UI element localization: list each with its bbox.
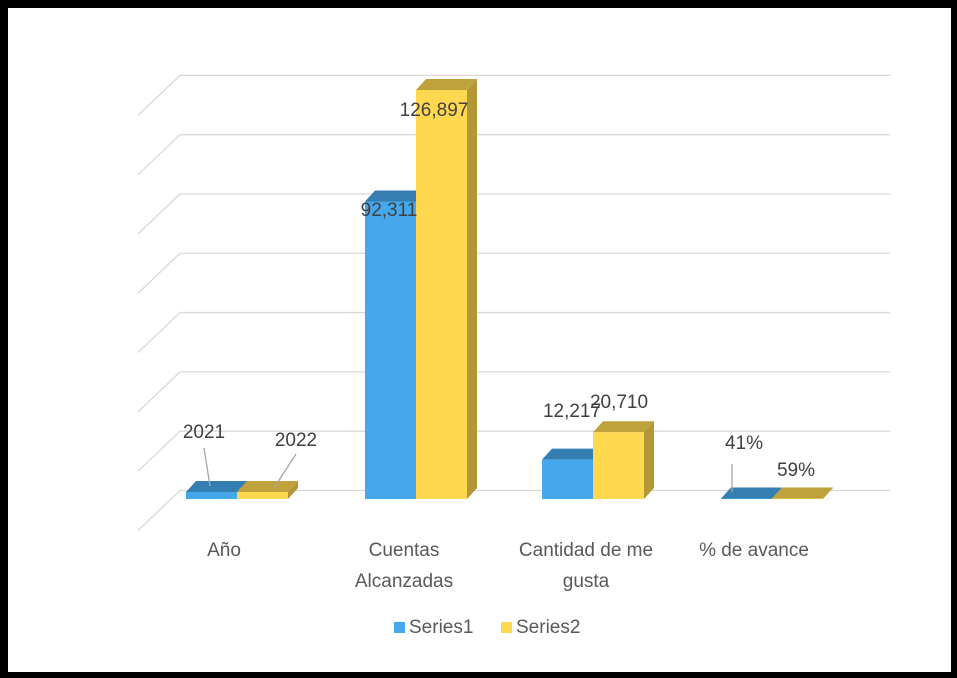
bar-top xyxy=(593,421,654,433)
data-label: 126,897 xyxy=(400,100,469,121)
bar xyxy=(542,459,593,499)
bar xyxy=(237,492,288,499)
bar xyxy=(365,201,416,499)
bar-chart: 2021 92,311 12,217 41% 2022 126,897 20,710 59% A… xyxy=(137,74,890,638)
grid-line-depth xyxy=(137,193,181,235)
bar xyxy=(416,90,467,499)
category-label: % de avance xyxy=(699,540,809,561)
bar-top xyxy=(186,481,247,492)
bar xyxy=(721,498,772,499)
leader-line xyxy=(273,453,297,489)
bar xyxy=(593,432,644,499)
category-label: Cuentas xyxy=(369,540,440,561)
bar-top xyxy=(721,487,782,499)
legend-swatch xyxy=(394,622,405,633)
legend-swatch xyxy=(501,622,512,633)
category-label: gusta xyxy=(563,571,610,592)
category-label: Alcanzadas xyxy=(355,571,453,592)
bar-side xyxy=(644,421,654,499)
grid-line-depth xyxy=(137,252,181,294)
bar-top xyxy=(772,487,833,499)
bar-top xyxy=(416,79,477,90)
bar-top xyxy=(542,448,603,460)
data-label: 59% xyxy=(777,460,815,481)
grid-line-depth xyxy=(137,74,181,116)
legend-label: Series2 xyxy=(516,617,580,638)
bar xyxy=(772,498,823,499)
leader-line xyxy=(203,447,211,487)
bar-side xyxy=(467,79,477,499)
category-label: Año xyxy=(207,540,241,561)
grid-line-depth xyxy=(137,490,181,531)
chart-frame: 2021 92,311 12,217 41% 2022 126,897 20,710 59% A… xyxy=(8,8,951,672)
data-label: 41% xyxy=(725,433,763,454)
grid-line-depth xyxy=(137,134,181,176)
legend-label: Series1 xyxy=(409,617,473,638)
grid-line-depth xyxy=(137,430,181,472)
bar-side xyxy=(823,487,833,499)
data-label: 12,217 xyxy=(543,401,601,422)
bar-top xyxy=(365,190,426,202)
grid-line-depth xyxy=(137,312,181,354)
data-label: 92,311 xyxy=(361,200,418,221)
bar-side xyxy=(288,481,298,499)
category-label: Cantidad de me xyxy=(519,540,653,561)
grid-line-depth xyxy=(137,371,181,413)
bar xyxy=(186,492,237,499)
bar-top xyxy=(237,481,298,492)
data-label: 2022 xyxy=(275,430,317,451)
data-label: 20,710 xyxy=(590,392,648,413)
data-label: 2021 xyxy=(183,422,225,443)
